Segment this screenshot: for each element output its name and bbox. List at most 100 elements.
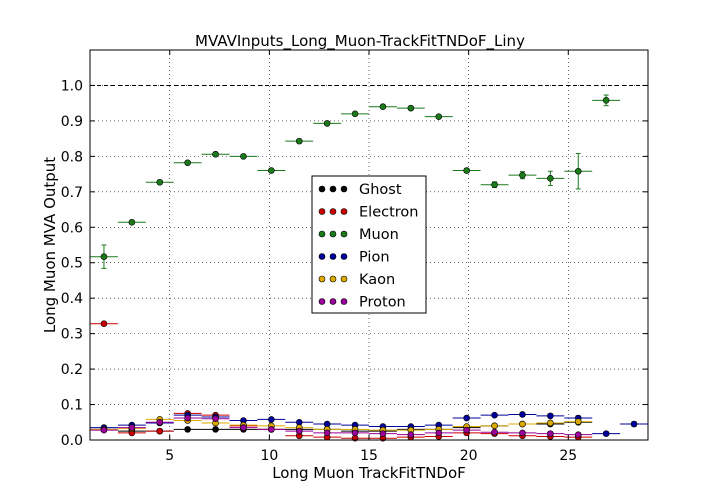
data-point [463,167,470,174]
data-point [491,428,498,436]
x-tick-label: 5 [165,448,174,464]
data-point [351,110,359,118]
data-point [212,150,219,158]
data-point [184,426,191,433]
data-point [100,320,108,328]
series-muon [90,94,621,269]
legend-marker [318,298,326,305]
data-point [519,171,526,179]
data-point [519,411,526,418]
data-point [212,426,219,433]
legend-marker [318,275,326,283]
legend-marker [318,208,326,215]
data-point [128,424,136,431]
chart-title: MVAVInputs_Long_Muon-TrackFitTNDoF_Liny [195,32,525,51]
x-tick-label: 20 [460,448,478,464]
legend-entry-electron: Electron [318,205,418,221]
data-point [463,414,470,422]
data-point [128,219,136,226]
data-point [547,175,554,182]
data-point [268,416,275,423]
legend-label: Kaon [359,272,395,288]
legend-marker [340,298,348,305]
data-point [268,426,275,433]
data-point [407,104,415,112]
y-tick-label: 0.4 [61,291,83,307]
data-point [435,113,443,120]
legend-label: Pion [359,250,390,266]
data-point [156,418,164,426]
x-tick-label: 15 [360,448,378,464]
x-axis-title: Long Muon TrackFitTNDoF [272,464,466,482]
y-tick-label: 0.3 [61,327,83,343]
legend-label: Muon [359,227,399,243]
x-tick-label: 10 [260,448,278,464]
legend-marker [329,230,337,238]
y-axis-ticks: 0.0 0.1 0.2 0.3 0.4 0.5 0.6 0.7 0.8 0.9 1.0 [61,78,648,449]
data-point [602,430,610,437]
data-point [295,137,303,145]
data-point [295,427,303,435]
y-axis-title: Long Muon MVA Output [41,157,59,333]
data-point [602,97,610,104]
data-point [519,429,526,437]
legend: Ghost Electron Muon Pion Kaon Proton [311,175,427,314]
data-point [630,420,638,428]
data-point [351,429,359,437]
data-point [156,427,164,435]
y-tick-label: 0.8 [61,149,83,165]
legend-box [311,175,427,314]
y-tick-label: 0.6 [61,220,83,236]
legend-label: Electron [359,205,418,221]
legend-entry-kaon: Kaon [318,272,395,288]
legend-entry-pion: Pion [318,250,390,266]
legend-marker [318,253,326,260]
data-point [491,411,498,419]
data-point [547,430,554,437]
data-point [407,431,415,438]
series-proton [90,414,593,438]
data-point [323,429,331,437]
data-point [240,153,247,160]
data-point [184,159,191,167]
legend-marker [340,230,348,238]
legend-marker [329,253,337,260]
data-point [491,181,498,189]
x-axis-ticks: 5 10 15 20 25 [165,50,577,464]
data-point [574,167,582,175]
data-point [212,415,219,423]
data-point [184,414,191,422]
y-tick-label: 1.0 [61,78,83,94]
x-tick-label: 25 [559,448,577,464]
legend-marker [318,230,326,238]
data-point [547,419,554,427]
legend-entry-proton: Proton [318,295,406,311]
data-point [435,429,443,437]
legend-marker [340,275,348,283]
legend-marker [340,185,348,193]
series-layer [90,94,648,442]
data-point [547,412,554,420]
legend-label: Ghost [359,182,402,198]
legend-marker [329,275,337,283]
y-tick-label: 0.7 [61,185,83,201]
y-tick-label: 0.0 [61,433,83,449]
data-point [463,426,470,434]
data-point [268,167,275,174]
y-tick-label: 0.1 [61,398,83,414]
data-point [519,420,526,428]
data-point [574,431,582,438]
legend-entry-muon: Muon [318,227,399,243]
legend-marker [340,253,348,260]
legend-entry-ghost: Ghost [318,182,402,198]
y-tick-label: 0.9 [61,114,83,130]
data-point [100,253,108,261]
y-tick-label: 0.5 [61,256,83,272]
data-point [379,103,387,111]
legend-marker [329,208,337,215]
data-point [379,430,387,437]
legend-label: Proton [359,295,406,311]
legend-marker [329,185,337,193]
legend-marker [329,298,337,305]
